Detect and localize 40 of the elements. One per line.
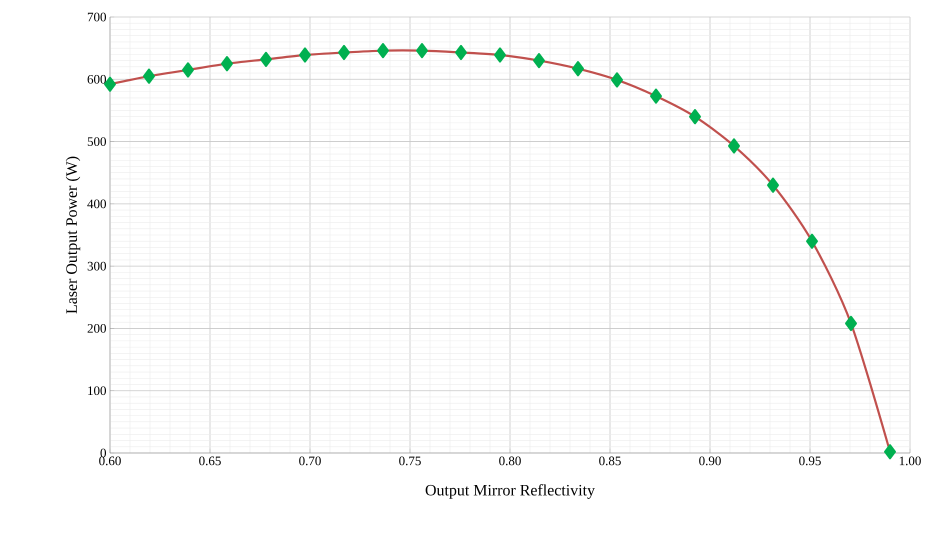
point (845, 316, 857, 332)
point (533, 53, 545, 68)
point (884, 444, 896, 460)
point (182, 62, 194, 78)
point (377, 43, 389, 58)
point (455, 44, 467, 60)
point (143, 68, 155, 84)
y-tick-label: 200 (88, 324, 106, 333)
point (689, 109, 701, 124)
x-tick-label: 0.95 (799, 456, 821, 466)
point (767, 178, 779, 193)
point (338, 44, 350, 60)
y-tick-label: 700 (88, 12, 106, 22)
x-tick-label: 0.85 (599, 456, 621, 466)
y-tick-label: 0 (100, 448, 106, 458)
x-tick-label: 0.75 (399, 456, 421, 466)
point (806, 234, 818, 249)
y-tick-label: 400 (87, 199, 106, 208)
point (260, 52, 272, 67)
x-tick-label: 0.90 (699, 456, 721, 466)
point (494, 47, 506, 63)
point (650, 88, 662, 104)
point (728, 138, 740, 154)
y-tick-label: 500 (88, 137, 106, 146)
y-tick-label: 100 (88, 386, 106, 396)
y-tick-label: 600 (88, 74, 106, 84)
point (104, 76, 116, 92)
point (221, 56, 233, 72)
point (416, 43, 428, 58)
x-tick-label: 0.80 (499, 456, 521, 466)
point (572, 61, 584, 76)
y-tick-label: 300 (88, 262, 106, 271)
x-tick-label: 0.70 (299, 456, 321, 466)
y-axis-title: Laser Output Power (W) (66, 156, 80, 314)
point (611, 72, 623, 88)
x-tick-label: 0.60 (99, 456, 121, 466)
x-tick-label: 0.65 (199, 456, 221, 466)
point (299, 47, 311, 63)
x-axis-title: Output Mirror Reflectivity (426, 484, 595, 499)
x-tick-label: 1.00 (900, 456, 921, 466)
